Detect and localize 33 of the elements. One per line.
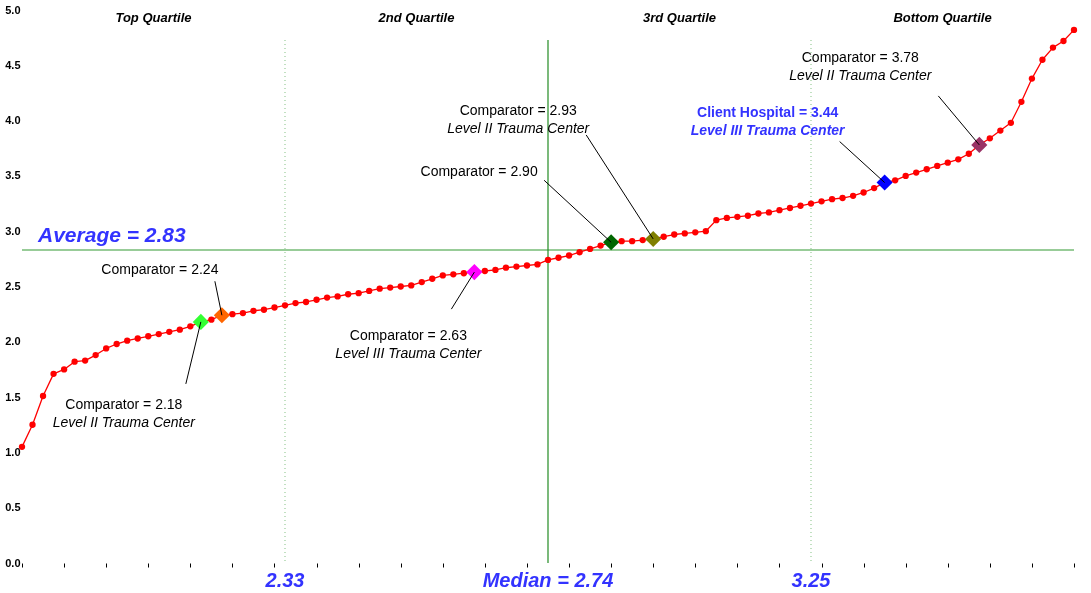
y-tick-label: 3.5 <box>5 169 21 182</box>
point <box>645 230 662 247</box>
point <box>971 136 988 153</box>
y-tick-label: 0.0 <box>5 556 21 569</box>
y-tick-label: 3.0 <box>5 224 21 237</box>
annotation: Comparator = 3.78 Level II Trauma Center <box>789 48 933 83</box>
y-tick-label: 0.5 <box>5 501 21 514</box>
annotation: Client Hospital = 3.44 Level III Trauma Center <box>690 103 847 138</box>
y-tick-label: 1.0 <box>5 445 21 458</box>
point <box>466 264 483 281</box>
annotation: Comparator = 2.63 Level III Trauma Center <box>335 327 483 362</box>
y-tick-label: 4.5 <box>5 58 21 71</box>
y-tick-label: 1.5 <box>5 390 21 403</box>
y-tick-label: 2.5 <box>5 280 21 292</box>
annotation: Comparator = 2.93 Level II Trauma Center <box>447 101 591 136</box>
point <box>192 313 209 330</box>
point <box>876 174 893 191</box>
text: Median = 2.74 <box>482 569 614 591</box>
annotation: 3rd Quartile <box>643 10 716 25</box>
y-tick-label: 4.0 <box>5 114 21 127</box>
ref-line-label: Average = 2.83 <box>37 223 187 246</box>
annotation: Comparator = 2.24 <box>101 261 219 278</box>
text: 3.25 <box>791 569 831 591</box>
annotation: Top Quartile <box>115 10 192 25</box>
point <box>213 307 230 324</box>
annotation: 2nd Quartile <box>377 10 455 25</box>
y-tick-label: 5.0 <box>5 3 21 16</box>
text: 2.33 <box>265 569 305 591</box>
point <box>603 234 620 251</box>
annotation: Bottom Quartile <box>893 10 992 25</box>
annotation: Comparator = 2.18 Level II Trauma Center <box>52 395 197 430</box>
annotation: Comparator = 2.90 <box>420 163 538 180</box>
y-tick-label: 2.0 <box>5 335 21 348</box>
